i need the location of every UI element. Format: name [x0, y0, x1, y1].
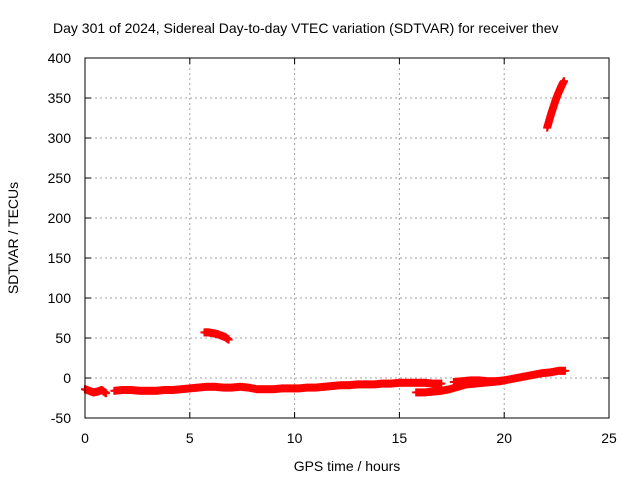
x-tick-label: 0: [81, 430, 89, 446]
x-tick-label: 15: [392, 430, 408, 446]
y-tick-labels: -50 0 50 100 150 200 250 300 350 400: [48, 50, 72, 426]
y-tick-label: 0: [63, 370, 71, 386]
y-tick-label: 200: [48, 210, 72, 226]
data-point: [224, 335, 233, 344]
data-points: [81, 77, 569, 398]
y-tick-label: -50: [51, 410, 71, 426]
y-tick-label: 100: [48, 290, 72, 306]
y-tick-label: 50: [55, 330, 71, 346]
grid-lines: [85, 58, 609, 418]
y-tick-label: 300: [48, 130, 72, 146]
x-tick-label: 25: [601, 430, 617, 446]
x-axis-label: GPS time / hours: [294, 458, 401, 474]
x-tick-label: 5: [186, 430, 194, 446]
data-point: [559, 77, 568, 86]
data-point: [101, 389, 110, 398]
x-tick-labels: 0 5 10 15 20 25: [81, 430, 617, 446]
plot-frame: [84, 57, 610, 419]
chart-title: Day 301 of 2024, Sidereal Day-to-day VTE…: [53, 20, 559, 36]
x-tick-label: 20: [496, 430, 512, 446]
y-tick-label: 150: [48, 250, 72, 266]
data-point: [500, 376, 509, 385]
data-point: [560, 366, 569, 375]
y-tick-label: 250: [48, 170, 72, 186]
x-tick-label: 10: [287, 430, 303, 446]
data-point: [437, 379, 446, 388]
y-tick-label: 350: [48, 90, 72, 106]
y-tick-label: 400: [48, 50, 72, 66]
tick-marks: [84, 57, 610, 419]
y-axis-label: SDTVAR / TECUs: [5, 182, 21, 294]
